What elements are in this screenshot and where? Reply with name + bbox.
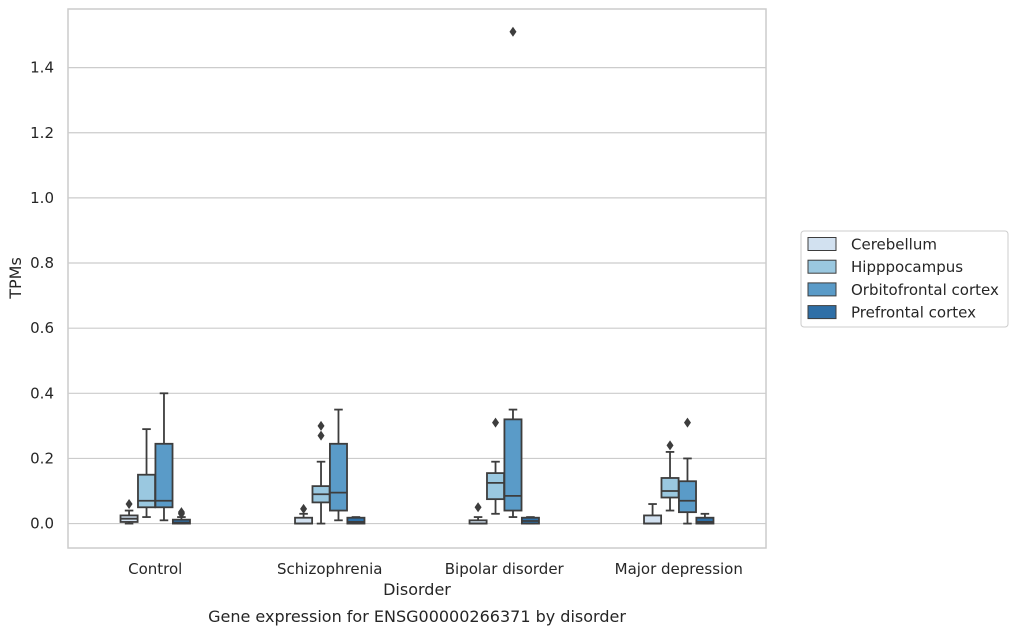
outlier-point	[177, 507, 185, 518]
y-axis-label: TPMs	[6, 257, 25, 300]
outlier-point	[666, 440, 674, 451]
legend-label: Prefrontal cortex	[851, 304, 976, 322]
box-iqr	[678, 480, 697, 514]
legend-frame	[800, 230, 1009, 328]
box-prefrontal-cortex	[171, 507, 191, 525]
outlier-point	[125, 499, 133, 510]
y-tick-label: 1.4	[30, 59, 54, 77]
legend-swatch	[807, 305, 837, 320]
legend-swatch	[807, 237, 837, 251]
box-cerebellum	[294, 503, 314, 525]
y-tick-labels: 0.0 0.2 0.4 0.6 0.8 1.0 1.2 1.4	[30, 59, 54, 533]
outlier-point	[492, 417, 500, 428]
box-prefrontal-cortex	[520, 516, 540, 525]
y-tick-label: 0.0	[30, 515, 54, 533]
outlier-point	[509, 26, 517, 37]
legend-label: Hipppocampus	[851, 258, 963, 276]
x-tick-label: Major depression	[615, 560, 743, 578]
outlier-point	[317, 430, 325, 441]
box-hipppocampus	[311, 420, 331, 525]
box-iqr	[154, 442, 174, 509]
box-iqr	[137, 473, 156, 509]
y-tick-label: 0.8	[30, 254, 54, 272]
box-cerebellum	[643, 503, 663, 525]
outlier-point	[474, 502, 482, 513]
x-tick-labels: Control Schizophrenia Bipolar disorder Majo…	[128, 560, 743, 578]
box-iqr	[643, 514, 663, 525]
chart-title: Gene expression for ENSG00000266371 by d…	[208, 607, 626, 626]
box-iqr	[486, 472, 505, 501]
box-iqr	[503, 418, 523, 512]
legend-label: Orbitofrontal cortex	[851, 281, 999, 299]
plot-area-frame	[67, 8, 767, 549]
box-orbitofrontal-cortex	[154, 392, 174, 522]
outlier-point	[300, 503, 308, 514]
box-orbitofrontal-cortex	[329, 408, 348, 522]
outlier-point	[683, 417, 691, 428]
x-tick-label: Control	[128, 560, 182, 578]
box-hipppocampus	[660, 440, 680, 512]
box-iqr	[695, 516, 715, 525]
box-iqr	[171, 518, 191, 525]
legend: Cerebellum Hipppocampus Orbitofrontal cort…	[800, 230, 1009, 328]
box-prefrontal-cortex	[695, 512, 715, 525]
box-hipppocampus	[137, 428, 156, 518]
legend-label: Cerebellum	[851, 236, 937, 254]
box-cerebellum	[119, 499, 139, 525]
legend-swatch	[807, 259, 837, 274]
box-orbitofrontal-cortex	[503, 26, 523, 518]
y-tick-label: 1.2	[30, 124, 54, 142]
box-iqr	[329, 442, 348, 512]
y-tick-label: 0.4	[30, 384, 54, 402]
legend-swatch	[807, 282, 837, 297]
gridlines	[68, 67, 766, 525]
outlier-point	[317, 420, 325, 431]
x-tick-label: Bipolar disorder	[445, 560, 565, 578]
box-iqr	[346, 516, 366, 525]
boxes	[119, 26, 715, 525]
box-hipppocampus	[486, 417, 505, 515]
y-tick-label: 0.6	[30, 319, 54, 337]
y-tick-label: 1.0	[30, 189, 54, 207]
x-tick-label: Schizophrenia	[277, 560, 382, 578]
box-orbitofrontal-cortex	[678, 417, 697, 525]
box-prefrontal-cortex	[346, 516, 366, 525]
box-iqr	[660, 477, 680, 499]
y-tick-label: 0.2	[30, 449, 54, 467]
x-axis-label: Disorder	[383, 580, 451, 599]
box-cerebellum	[468, 502, 488, 525]
